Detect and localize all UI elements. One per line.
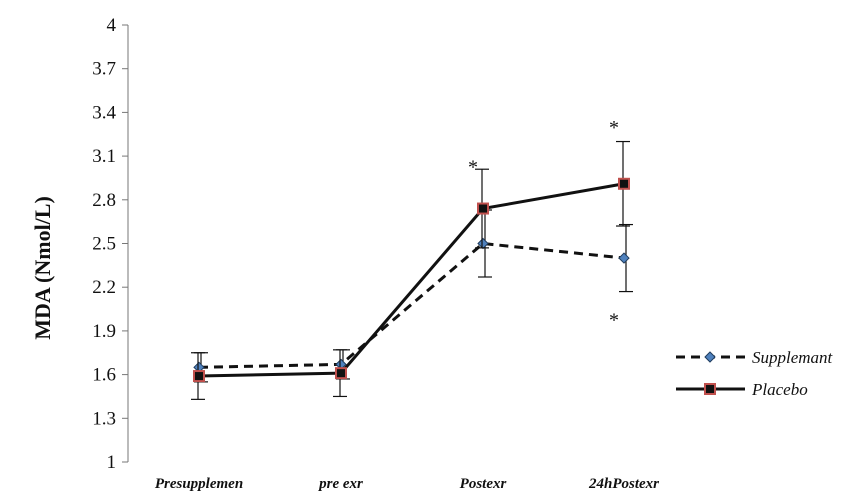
x-axis-labels: Presupplemen pre exr Postexr 24hPostexr (155, 476, 659, 492)
x-tick-label: 24hPostexr (588, 476, 659, 492)
y-tick-label: 1.3 (92, 408, 116, 429)
data-point (477, 202, 489, 215)
legend-marker (704, 351, 716, 363)
y-tick-label: 3.4 (92, 102, 116, 123)
data-point (618, 177, 630, 190)
x-tick-label: pre exr (317, 476, 363, 492)
y-axis-label: MDA (Nmol/L) (30, 196, 55, 340)
y-tick-label: 2.8 (92, 190, 116, 211)
y-tick-label: 2.5 (92, 234, 116, 255)
significance-marker: * (468, 156, 478, 178)
series-layer (191, 140, 633, 400)
series-supplemant (193, 209, 633, 383)
y-tick-label: 3.1 (92, 146, 116, 167)
legend-label: Placebo (751, 380, 808, 399)
x-tick-label: Postexr (460, 476, 507, 492)
data-point (193, 370, 205, 383)
y-tick-label: 1 (107, 452, 117, 473)
series-line (198, 182, 625, 378)
legend-label: Supplemant (752, 348, 834, 367)
legend-marker (704, 383, 716, 395)
data-point (618, 252, 630, 264)
y-tick-label: 3.7 (92, 59, 116, 80)
data-point (335, 367, 347, 380)
y-tick-label: 4 (107, 15, 117, 36)
data-point (477, 237, 489, 250)
significance-marker: * (609, 117, 619, 139)
legend: Supplemant Placebo (676, 348, 834, 399)
x-tick-label: Presupplemen (155, 476, 243, 492)
series-line (198, 241, 625, 369)
y-tick-label: 1.6 (92, 365, 116, 386)
y-axis-ticks: 1 1.3 1.6 1.9 2.2 2.5 2.8 3.1 3.4 3.7 4 (92, 15, 128, 473)
y-tick-label: 1.9 (92, 321, 116, 342)
y-tick-label: 2.2 (92, 277, 116, 298)
significance-marker: * (609, 309, 619, 331)
series-placebo (191, 140, 630, 400)
annotations: * * * (468, 117, 619, 331)
